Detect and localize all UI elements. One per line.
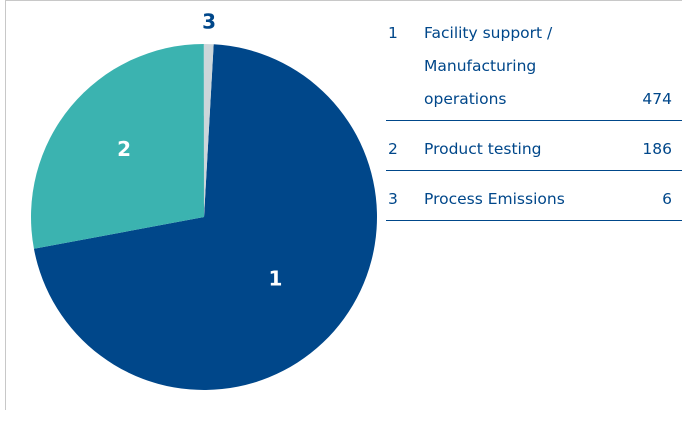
- legend-name: Product testing: [424, 140, 542, 158]
- legend-value: 6: [662, 190, 672, 208]
- pie-slice: [33, 44, 378, 391]
- legend-key: 2: [388, 140, 398, 158]
- pie-slice: [31, 44, 205, 249]
- legend-key: 3: [388, 190, 398, 208]
- legend-key: 1: [388, 24, 398, 42]
- legend-name: Facility support / Manufacturing operati…: [424, 24, 553, 108]
- legend-row: 3 Process Emissions 6: [386, 183, 682, 221]
- legend-value: 474: [642, 90, 672, 108]
- legend-name: Process Emissions: [424, 190, 565, 208]
- slice-label: 2: [117, 137, 131, 161]
- legend: 1 Facility support / Manufacturing operat…: [386, 17, 682, 233]
- legend-row: 2 Product testing 186: [386, 133, 682, 171]
- slice-label: 1: [269, 266, 283, 290]
- pie-slice: [203, 44, 214, 217]
- legend-row: 1 Facility support / Manufacturing operat…: [386, 17, 682, 121]
- legend-value: 186: [642, 140, 672, 158]
- slice-label: 3: [202, 10, 216, 34]
